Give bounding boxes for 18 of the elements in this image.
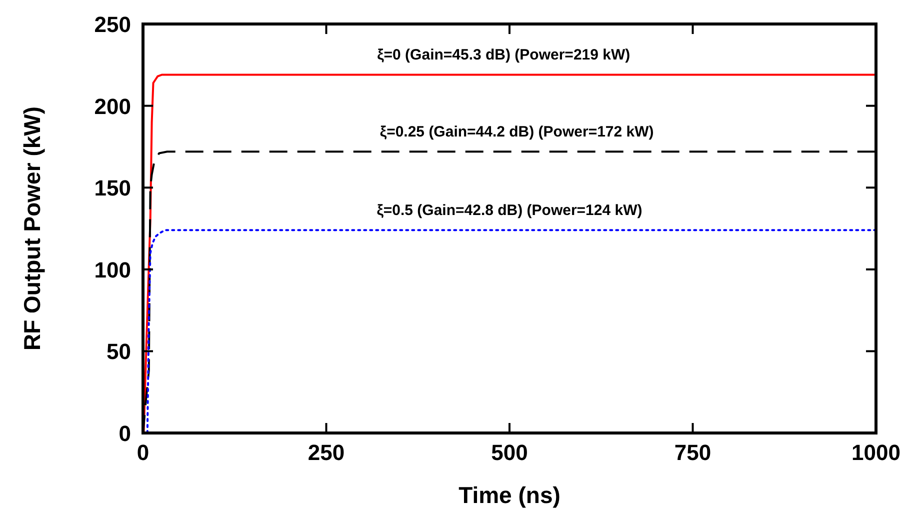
annotation: ξ=0.5 (Gain=42.8 dB) (Power=124 kW)	[376, 202, 642, 220]
y-axis-title: RF Output Power (kW)	[19, 106, 45, 351]
line-series	[146, 229, 877, 434]
x-tick-label: 0	[136, 440, 150, 465]
y-tick-label: 50	[106, 339, 131, 364]
annotation: ξ=0.25 (Gain=44.2 dB) (Power=172 kW)	[380, 124, 654, 141]
y-tick-label: 0	[118, 421, 131, 446]
y-tick-label: 150	[94, 176, 131, 201]
x-tick-label: 250	[308, 440, 345, 465]
line-series	[142, 74, 877, 434]
y-tick-label: 100	[94, 257, 131, 282]
y-tick-label: 200	[94, 94, 131, 119]
x-axis-title: Time (ns)	[458, 482, 560, 508]
x-tick-label: 500	[491, 440, 528, 465]
x-tick-label: 750	[674, 440, 712, 465]
annotation: ξ=0 (Gain=45.3 dB) (Power=219 kW)	[377, 46, 630, 64]
y-tick-label: 250	[94, 12, 131, 37]
x-tick-label: 1000	[852, 440, 900, 465]
